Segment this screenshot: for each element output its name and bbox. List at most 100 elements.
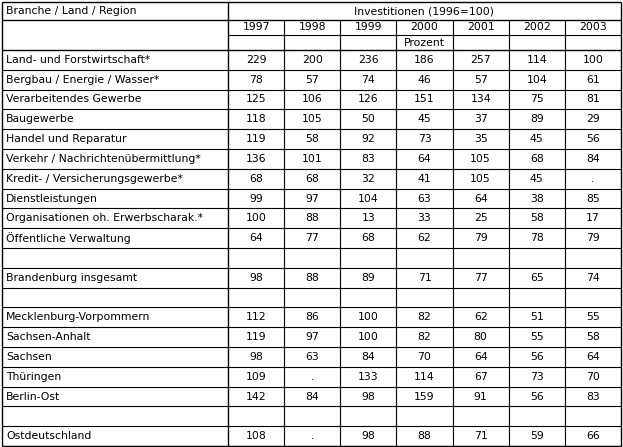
Text: 13: 13 — [361, 213, 375, 224]
Text: 89: 89 — [530, 114, 544, 124]
Text: 70: 70 — [417, 352, 432, 362]
Text: 64: 64 — [417, 154, 431, 164]
Text: 125: 125 — [245, 94, 267, 105]
Text: 38: 38 — [530, 194, 544, 203]
Text: 71: 71 — [473, 431, 488, 441]
Text: 151: 151 — [414, 94, 435, 105]
Text: 57: 57 — [305, 75, 319, 84]
Text: 33: 33 — [417, 213, 431, 224]
Text: 105: 105 — [302, 114, 323, 124]
Text: 1999: 1999 — [354, 22, 382, 33]
Text: 100: 100 — [245, 213, 267, 224]
Text: 84: 84 — [305, 392, 319, 401]
Text: 114: 114 — [414, 372, 435, 382]
Text: 45: 45 — [417, 114, 431, 124]
Text: 57: 57 — [473, 75, 488, 84]
Text: 63: 63 — [305, 352, 319, 362]
Text: 97: 97 — [305, 194, 319, 203]
Text: .: . — [591, 174, 594, 184]
Text: 45: 45 — [530, 134, 544, 144]
Text: 56: 56 — [586, 134, 600, 144]
Text: Verkehr / Nachrichtenübermittlung*: Verkehr / Nachrichtenübermittlung* — [6, 154, 201, 164]
Text: 79: 79 — [473, 233, 488, 243]
Text: 159: 159 — [414, 392, 435, 401]
Text: Mecklenburg-Vorpommern: Mecklenburg-Vorpommern — [6, 312, 150, 322]
Text: 2003: 2003 — [579, 22, 607, 33]
Text: 85: 85 — [586, 194, 600, 203]
Text: Brandenburg insgesamt: Brandenburg insgesamt — [6, 273, 137, 283]
Text: 98: 98 — [361, 392, 375, 401]
Text: 75: 75 — [530, 94, 544, 105]
Text: 92: 92 — [361, 134, 375, 144]
Text: 56: 56 — [530, 392, 544, 401]
Text: Berlin-Ost: Berlin-Ost — [6, 392, 60, 401]
Text: 104: 104 — [526, 75, 547, 84]
Text: 100: 100 — [583, 55, 603, 65]
Text: 41: 41 — [417, 174, 431, 184]
Text: 118: 118 — [245, 114, 267, 124]
Text: 200: 200 — [302, 55, 323, 65]
Text: 98: 98 — [249, 273, 263, 283]
Text: 88: 88 — [305, 273, 319, 283]
Text: 68: 68 — [530, 154, 544, 164]
Text: 77: 77 — [305, 233, 319, 243]
Text: 70: 70 — [586, 372, 600, 382]
Text: 77: 77 — [473, 273, 488, 283]
Text: Baugewerbe: Baugewerbe — [6, 114, 75, 124]
Text: 2000: 2000 — [411, 22, 439, 33]
Text: .: . — [310, 431, 314, 441]
Text: 229: 229 — [245, 55, 267, 65]
Text: 104: 104 — [358, 194, 379, 203]
Text: 119: 119 — [245, 332, 267, 342]
Text: Öffentliche Verwaltung: Öffentliche Verwaltung — [6, 232, 131, 244]
Text: 64: 64 — [473, 194, 488, 203]
Text: 136: 136 — [245, 154, 267, 164]
Text: Verarbeitendes Gewerbe: Verarbeitendes Gewerbe — [6, 94, 141, 105]
Text: 112: 112 — [245, 312, 267, 322]
Text: 126: 126 — [358, 94, 379, 105]
Text: 86: 86 — [305, 312, 319, 322]
Text: 186: 186 — [414, 55, 435, 65]
Text: 68: 68 — [361, 233, 375, 243]
Text: Prozent: Prozent — [404, 38, 445, 47]
Text: 114: 114 — [526, 55, 547, 65]
Text: 74: 74 — [361, 75, 375, 84]
Text: 257: 257 — [470, 55, 491, 65]
Text: 68: 68 — [249, 174, 263, 184]
Text: Land- und Forstwirtschaft*: Land- und Forstwirtschaft* — [6, 55, 150, 65]
Text: 105: 105 — [470, 174, 491, 184]
Text: 89: 89 — [361, 273, 375, 283]
Text: 51: 51 — [530, 312, 544, 322]
Text: Branche / Land / Region: Branche / Land / Region — [6, 6, 136, 16]
Text: Thüringen: Thüringen — [6, 372, 61, 382]
Text: 32: 32 — [361, 174, 375, 184]
Text: 83: 83 — [361, 154, 375, 164]
Text: 67: 67 — [473, 372, 488, 382]
Text: 236: 236 — [358, 55, 379, 65]
Text: 64: 64 — [586, 352, 600, 362]
Text: 46: 46 — [417, 75, 431, 84]
Text: 58: 58 — [586, 332, 600, 342]
Text: Sachsen-Anhalt: Sachsen-Anhalt — [6, 332, 90, 342]
Text: 106: 106 — [302, 94, 323, 105]
Text: 82: 82 — [417, 312, 431, 322]
Text: 84: 84 — [586, 154, 600, 164]
Text: 133: 133 — [358, 372, 379, 382]
Text: 79: 79 — [586, 233, 600, 243]
Text: 73: 73 — [417, 134, 431, 144]
Text: Kredit- / Versicherungsgewerbe*: Kredit- / Versicherungsgewerbe* — [6, 174, 183, 184]
Text: 74: 74 — [586, 273, 600, 283]
Text: Handel und Reparatur: Handel und Reparatur — [6, 134, 126, 144]
Text: 62: 62 — [417, 233, 431, 243]
Text: 68: 68 — [305, 174, 319, 184]
Text: 66: 66 — [586, 431, 600, 441]
Text: 83: 83 — [586, 392, 600, 401]
Text: Organisationen oh. Erwerbscharak.*: Organisationen oh. Erwerbscharak.* — [6, 213, 203, 224]
Text: 62: 62 — [473, 312, 488, 322]
Text: 55: 55 — [530, 332, 544, 342]
Text: Dienstleistungen: Dienstleistungen — [6, 194, 98, 203]
Text: 108: 108 — [245, 431, 267, 441]
Text: 50: 50 — [361, 114, 375, 124]
Text: 98: 98 — [249, 352, 263, 362]
Text: 88: 88 — [305, 213, 319, 224]
